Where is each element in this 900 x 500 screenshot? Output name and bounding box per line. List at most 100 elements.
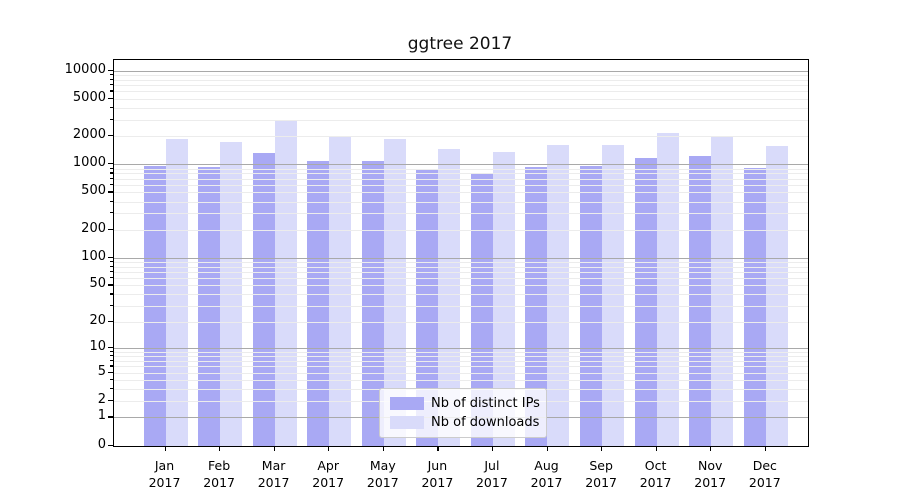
gridline-minor-8000 [114,79,808,81]
y-minor-tick-60 [110,277,113,279]
y-minor-tick-8 [110,355,113,357]
y-tick-label-1: 1 [97,408,106,424]
gridline-minor-9000 [114,74,808,76]
y-tick-10 [107,346,113,349]
y-tick-1000 [107,163,113,165]
y-tick-5000 [107,97,113,99]
y-tick-label-1000: 1000 [72,155,106,171]
x-tick-nov [710,446,712,451]
legend-swatch-icon [390,416,424,429]
bar-nb-of-distinct-ips-apr [307,161,330,446]
y-minor-tick-80 [110,265,113,267]
gridline-10000 [114,70,808,72]
x-tick-label-mar: Mar 2017 [257,458,290,490]
gridline-minor-70 [114,271,808,273]
y-minor-tick-70 [110,270,113,273]
y-tick-5 [107,371,113,373]
gridline-minor-90 [114,261,808,263]
y-minor-tick-8000 [110,78,113,80]
y-tick-label-50: 50 [89,276,106,292]
y-tick-label-5000: 5000 [72,89,106,105]
bar-nb-of-distinct-ips-feb [198,167,221,446]
gridline-5 [114,372,808,374]
plot-area: Nb of distinct IPs Nb of downloads [113,59,809,447]
y-tick-label-500: 500 [81,183,106,199]
gridline-minor-30 [114,305,808,307]
gridline-500 [114,192,808,194]
bar-nb-of-downloads-oct [656,132,679,446]
y-minor-tick-3 [110,388,113,390]
y-tick-50 [107,284,113,286]
bar-nb-of-downloads-jan [165,138,188,446]
x-tick-label-feb: Feb 2017 [203,458,235,490]
bar-nb-of-distinct-ips-jun [416,169,439,446]
y-minor-tick-6 [110,365,113,367]
x-tick-mar [273,446,275,451]
legend: Nb of distinct IPs Nb of downloads [379,388,547,438]
bar-nb-of-downloads-feb [220,141,243,446]
x-tick-label-may: May 2017 [366,458,399,490]
y-tick-label-0: 0 [97,436,106,452]
y-minor-tick-400 [110,200,113,202]
x-tick-aug [546,446,548,451]
gridline-minor-8 [114,356,808,357]
y-tick-label-200: 200 [81,220,106,236]
y-minor-tick-300 [110,212,113,214]
legend-item: Nb of downloads [380,413,546,432]
gridline-10 [114,347,808,350]
legend-swatch-icon [390,397,424,410]
gridline-minor-6 [114,366,808,368]
bar-nb-of-downloads-nov [711,135,734,446]
y-minor-tick-6000 [110,90,113,92]
gridline-minor-4000 [114,107,808,109]
y-tick-2000 [107,135,113,137]
y-tick-label-100: 100 [81,248,106,264]
y-tick-label-2000: 2000 [72,127,106,142]
legend-label: Nb of distinct IPs [431,395,540,411]
y-tick-label-20: 20 [89,312,106,328]
bar-nb-of-downloads-sep [602,144,625,446]
gridline-minor-4 [114,380,808,381]
y-minor-tick-9 [110,350,113,353]
gridline-200 [114,229,808,231]
x-tick-feb [219,446,221,451]
gridline-minor-700 [114,178,808,180]
x-tick-label-dec: Dec 2017 [748,458,781,490]
x-tick-label-sep: Sep 2017 [585,458,617,490]
gridline-2000 [114,136,808,137]
y-minor-tick-4000 [110,106,113,109]
y-minor-tick-600 [110,184,113,186]
y-tick-label-10: 10 [89,338,106,354]
y-minor-tick-7000 [110,84,113,86]
x-tick-oct [655,446,657,451]
y-minor-tick-30 [110,304,113,306]
gridline-minor-600 [114,185,808,186]
chart-title: ggtree 2017 [407,34,513,54]
gridline-20 [114,321,808,323]
y-minor-tick-800 [110,172,113,174]
x-tick-jun [437,446,439,451]
y-tick-20 [107,320,113,322]
x-tick-may [382,446,385,451]
y-minor-tick-900 [110,167,113,169]
bar-nb-of-distinct-ips-dec [743,167,766,446]
x-tick-jan [164,446,166,451]
gridline-minor-60 [114,278,808,280]
bar-nb-of-distinct-ips-nov [689,156,712,446]
y-tick-100 [107,256,113,258]
x-tick-label-jan: Jan 2017 [148,458,181,490]
bar-nb-of-downloads-may [383,138,406,446]
legend-item: Nb of distinct IPs [380,394,546,413]
x-tick-label-apr: Apr 2017 [312,458,345,490]
x-tick-label-oct: Oct 2017 [639,458,672,490]
y-minor-tick-40 [110,293,113,295]
bar-nb-of-distinct-ips-may [361,160,384,446]
x-tick-label-jun: Jun 2017 [421,458,454,490]
gridline-5000 [114,98,808,100]
y-minor-tick-3000 [110,118,113,120]
x-tick-sep [601,446,603,451]
x-tick-jul [491,446,494,451]
gridline-minor-6000 [114,91,808,93]
bar-nb-of-downloads-jun [438,149,461,446]
